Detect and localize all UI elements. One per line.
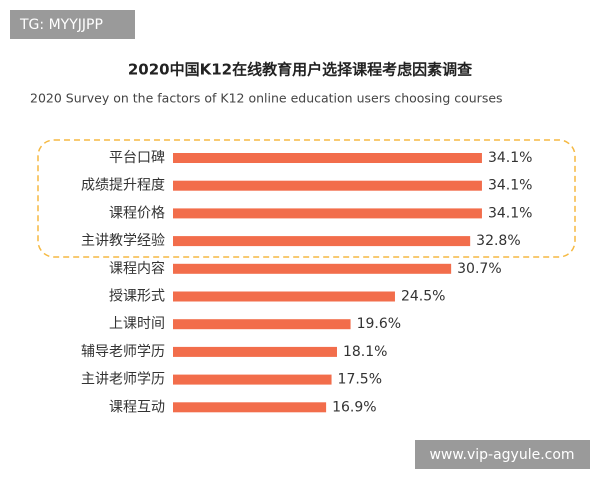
category-label: 主讲老师学历 (81, 372, 165, 388)
value-label: 34.1% (488, 205, 532, 221)
value-label: 16.9% (332, 399, 376, 415)
bar (173, 153, 482, 163)
bars: 平台口碑 34.1% 成绩提升程度 34.1% 课程价格 34.1% 主讲教学经验 32.8%… (81, 150, 532, 415)
category-label: 课程内容 (109, 260, 165, 277)
chart-subtitle: 2020 Survey on the factors of K12 online… (30, 91, 503, 106)
value-label: 17.5% (338, 372, 382, 388)
value-label: 19.6% (357, 316, 401, 332)
category-label: 上课时间 (109, 316, 165, 332)
bar (173, 236, 471, 247)
bar (173, 291, 395, 302)
category-label: 辅导老师学历 (81, 344, 165, 360)
value-label: 30.7% (457, 261, 501, 277)
watermark: TG: MYYJJPP (19, 17, 103, 33)
category-label: 平台口碑 (109, 150, 165, 166)
watermark-box (10, 10, 135, 39)
category-label: 成绩提升程度 (81, 178, 165, 194)
value-label: 32.8% (476, 233, 520, 249)
category-label: 主讲教学经验 (81, 233, 165, 249)
highlight-box (37, 139, 576, 258)
category-label: 课程价格 (109, 205, 165, 221)
category-label: 授课形式 (109, 289, 165, 305)
bar (173, 319, 351, 330)
watermark-box (415, 440, 590, 469)
value-label: 34.1% (488, 178, 532, 194)
bar (173, 180, 482, 191)
bar (173, 402, 327, 413)
bar (173, 374, 332, 385)
chart-title: 2020中国K12在线教育用户选择课程考虑因素调查 (128, 61, 473, 79)
watermark: www.vip-agyule.com (429, 447, 574, 463)
value-label: 24.5% (401, 289, 445, 305)
bar (173, 263, 452, 274)
category-label: 课程互动 (109, 399, 165, 415)
value-label: 18.1% (343, 344, 387, 360)
value-label: 34.1% (488, 150, 532, 166)
bar (173, 208, 482, 219)
bar (173, 346, 337, 357)
